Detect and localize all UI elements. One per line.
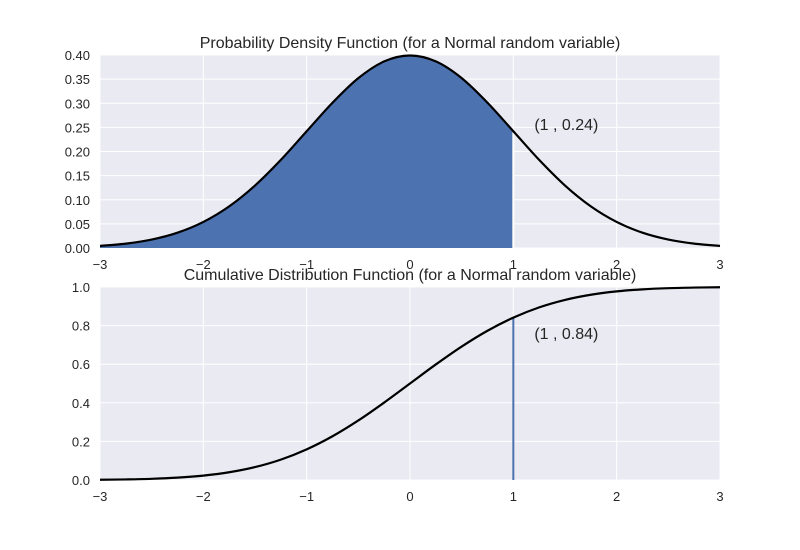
pdf-y-tick-label: 0.10	[65, 193, 90, 208]
pdf-y-tick-label: 0.40	[65, 48, 90, 63]
pdf-x-tick-label: −1	[299, 257, 314, 272]
pdf-x-tick-label: −2	[196, 257, 211, 272]
cdf-x-tick-label: 0	[406, 489, 413, 504]
pdf-y-tick-label: 0.00	[65, 241, 90, 256]
cdf-chart: Cumulative Distribution Function (for a …	[72, 267, 724, 504]
pdf-title: Probability Density Function (for a Norm…	[200, 35, 621, 52]
cdf-y-tick-label: 0.6	[72, 357, 90, 372]
pdf-y-tick-label: 0.35	[65, 72, 90, 87]
pdf-y-tick-label: 0.15	[65, 169, 90, 184]
pdf-x-tick-label: 0	[406, 257, 413, 272]
pdf-chart: Probability Density Function (for a Norm…	[65, 35, 724, 272]
cdf-x-tick-label: −2	[196, 489, 211, 504]
cdf-y-tick-label: 0.0	[72, 473, 90, 488]
cdf-y-tick-label: 0.8	[72, 319, 90, 334]
pdf-x-tick-label: −3	[93, 257, 108, 272]
pdf-annotation: (1 , 0.24)	[534, 117, 598, 134]
cdf-curve	[99, 286, 721, 481]
cdf-title: Cumulative Distribution Function (for a …	[184, 267, 637, 284]
cdf-x-tick-label: 3	[716, 489, 723, 504]
pdf-curve	[99, 54, 721, 247]
pdf-y-tick-label: 0.05	[65, 217, 90, 232]
pdf-y-tick-label: 0.20	[65, 145, 90, 160]
pdf-shaded-area	[100, 55, 514, 248]
cdf-x-tick-label: 2	[613, 489, 620, 504]
cdf-x-tick-label: 1	[510, 489, 517, 504]
cdf-y-tick-label: 1.0	[72, 280, 90, 295]
pdf-x-tick-label: 1	[510, 257, 517, 272]
cdf-y-tick-label: 0.2	[72, 434, 90, 449]
cdf-x-tick-label: −1	[299, 489, 314, 504]
pdf-x-tick-label: 3	[716, 257, 723, 272]
cdf-annotation: (1 , 0.84)	[534, 326, 598, 343]
pdf-y-tick-label: 0.25	[65, 120, 90, 135]
pdf-x-tick-label: 2	[613, 257, 620, 272]
cdf-y-tick-label: 0.4	[72, 396, 90, 411]
cdf-x-tick-label: −3	[93, 489, 108, 504]
pdf-y-tick-label: 0.30	[65, 96, 90, 111]
